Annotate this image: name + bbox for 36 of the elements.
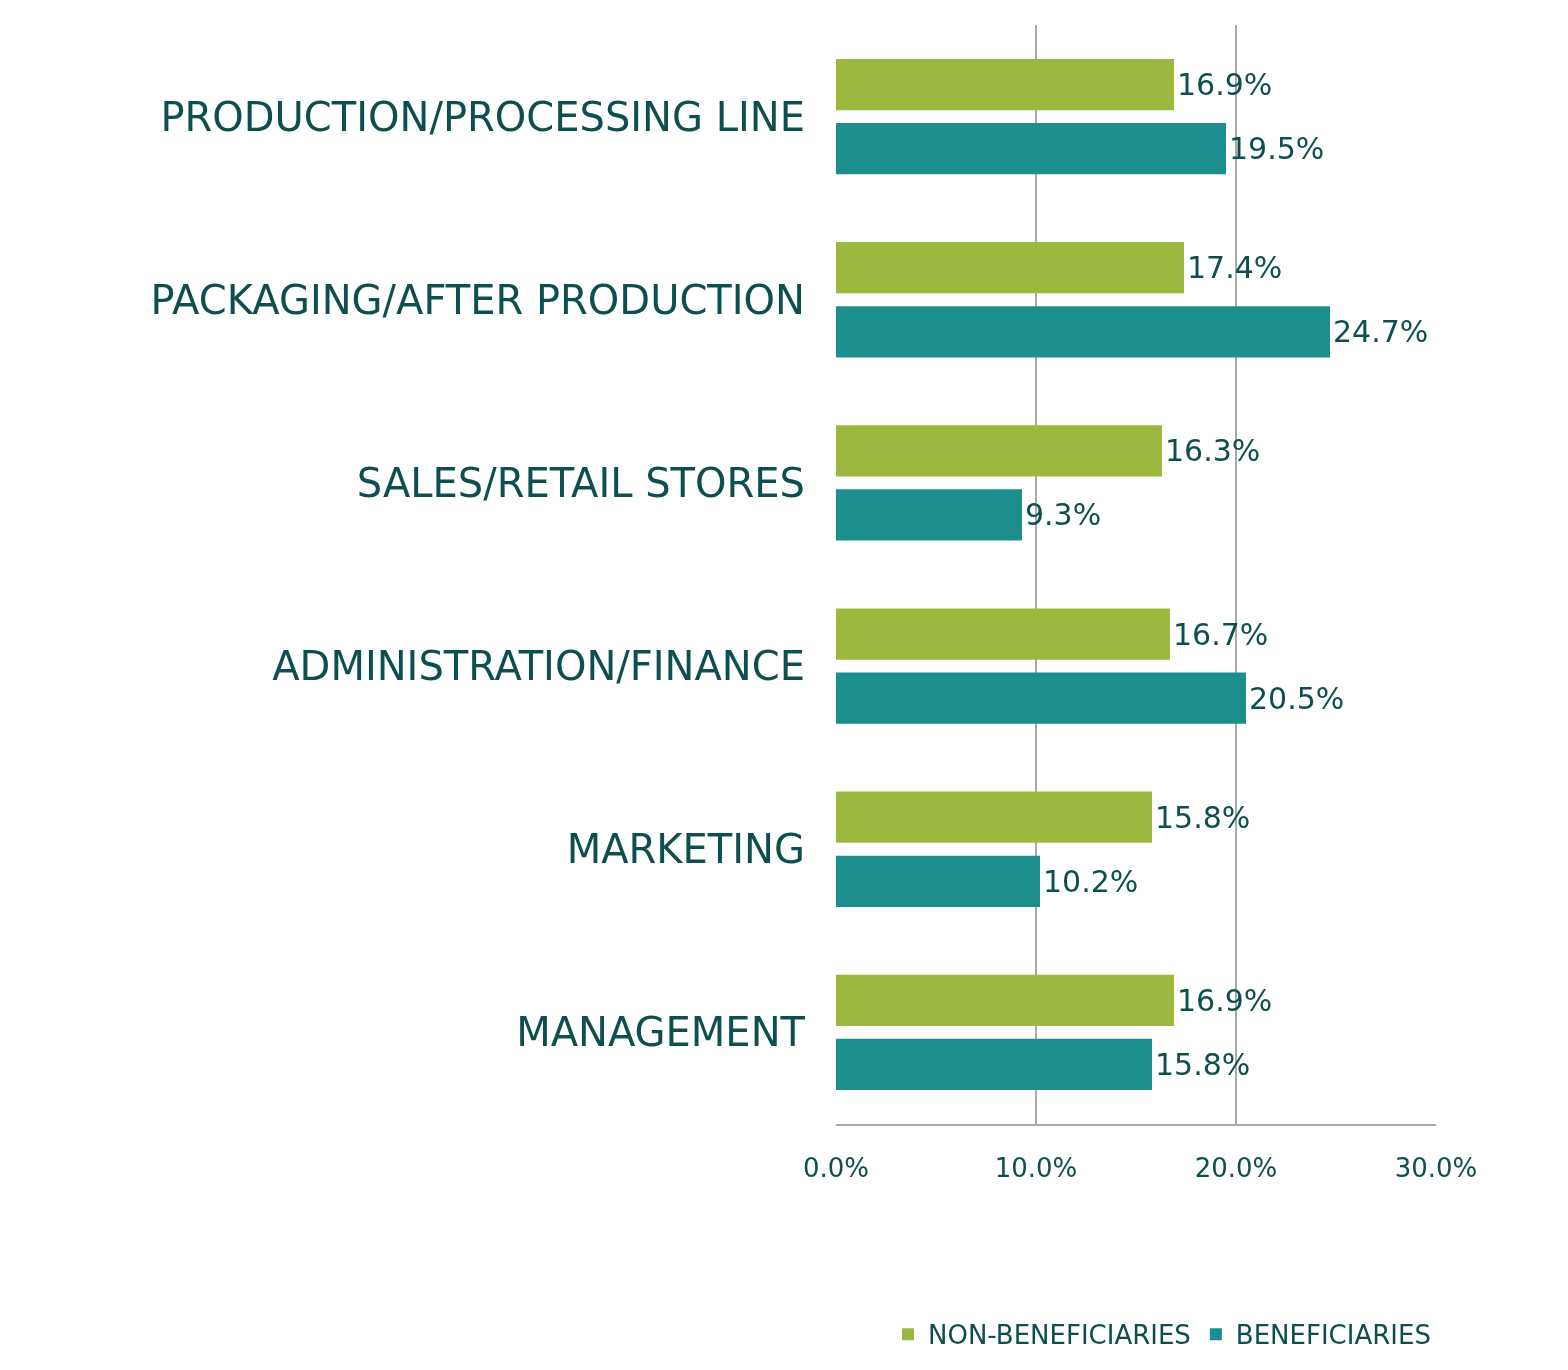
bar bbox=[836, 425, 1162, 477]
data-label: 10.2% bbox=[1043, 863, 1139, 899]
bar bbox=[836, 242, 1184, 294]
bar bbox=[836, 608, 1170, 660]
bar bbox=[836, 855, 1040, 907]
data-label: 16.3% bbox=[1165, 433, 1261, 469]
y-tick-label: SALES/RETAIL STORES bbox=[356, 459, 805, 506]
data-label: 16.7% bbox=[1173, 616, 1269, 652]
legend-label: BENEFICIARIES bbox=[1235, 1320, 1431, 1351]
data-label: 16.9% bbox=[1177, 982, 1273, 1018]
bar bbox=[836, 974, 1174, 1027]
x-tick-label: 30.0% bbox=[1394, 1153, 1478, 1184]
bar bbox=[836, 306, 1330, 358]
data-label: 15.8% bbox=[1155, 1046, 1251, 1082]
legend-label: NON-BENEFICIARIES bbox=[928, 1320, 1191, 1351]
data-label: 16.9% bbox=[1177, 67, 1273, 103]
y-tick-label: MANAGEMENT bbox=[516, 1009, 806, 1056]
y-tick-label: MARKETING bbox=[566, 826, 805, 873]
bar bbox=[836, 1038, 1152, 1091]
data-label: 15.8% bbox=[1155, 799, 1251, 835]
y-tick-label: PRODUCTION/PROCESSING LINE bbox=[160, 93, 805, 140]
bar bbox=[836, 791, 1152, 843]
bar bbox=[836, 122, 1226, 175]
y-tick-label: PACKAGING/AFTER PRODUCTION bbox=[150, 276, 805, 323]
data-label: 20.5% bbox=[1249, 680, 1345, 716]
data-label: 24.7% bbox=[1333, 314, 1429, 350]
x-tick-label: 20.0% bbox=[1194, 1153, 1278, 1184]
bar bbox=[836, 58, 1174, 111]
bar bbox=[836, 489, 1022, 541]
data-label: 17.4% bbox=[1187, 250, 1283, 286]
data-label: 9.3% bbox=[1025, 497, 1102, 533]
x-tick-label: 0.0% bbox=[802, 1153, 870, 1184]
y-tick-label: ADMINISTRATION/FINANCE bbox=[272, 643, 805, 690]
data-label: 19.5% bbox=[1229, 131, 1325, 167]
bar bbox=[836, 672, 1246, 724]
x-tick-label: 10.0% bbox=[994, 1153, 1078, 1184]
